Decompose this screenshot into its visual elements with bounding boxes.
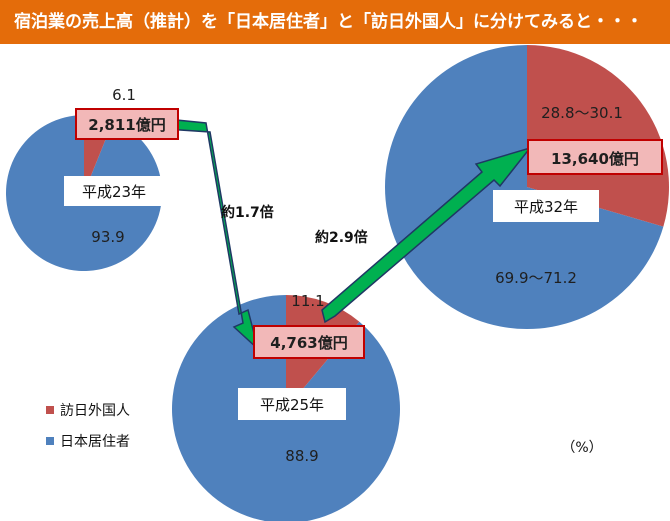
pie-chart-figure: 6.1 93.9 11.1 88.9 28.8〜30.1 69.9〜71.2 2…: [5, 45, 669, 521]
legend-swatch-resident: [46, 437, 54, 445]
pie-h32-foreign-label: 28.8〜30.1: [541, 104, 623, 122]
pie-h25-resident-label: 88.9: [285, 447, 318, 465]
pie-h25-total-box: 4,763億円: [253, 325, 365, 359]
total-box-bg: [253, 325, 365, 359]
pie-h23-foreign-label: 6.1: [112, 86, 136, 104]
pie-h23-year-box: 平成23年: [64, 176, 164, 206]
pie-h32-resident-label: 69.9〜71.2: [495, 269, 577, 287]
legend-swatch-foreign: [46, 406, 54, 414]
pie-h32-total-box: 13,640億円: [527, 139, 663, 175]
pie-h32-year-box: 平成32年: [493, 190, 599, 222]
pie-h23-year: 平成23年: [82, 183, 146, 201]
pie-h32-resident-slice: [384, 45, 664, 329]
pie-h25-foreign-label: 11.1: [291, 292, 324, 310]
pie-h23-resident-label: 93.9: [91, 228, 124, 246]
year-box-bg: [493, 190, 599, 222]
legend-label-resident: 日本居住者: [60, 434, 130, 450]
pie-h32-total: 13,640億円: [551, 150, 639, 168]
pie-h32: [384, 45, 669, 329]
pie-h25-total: 4,763億円: [270, 334, 347, 352]
year-box-bg: [64, 176, 164, 206]
growth-label-1: 約1.7倍: [221, 204, 274, 221]
page-title: 宿泊業の売上高（推計）を「日本居住者」と「訪日外国人」に分けてみると・・・: [0, 0, 670, 44]
year-box-bg: [238, 388, 346, 420]
legend: 訪日外国人 日本居住者: [46, 403, 130, 450]
growth-label-2: 約2.9倍: [315, 229, 368, 246]
legend-label-foreign: 訪日外国人: [60, 403, 130, 419]
total-box-bg: [527, 139, 663, 175]
growth-arrow-1: [165, 118, 260, 352]
pie-h25-year-box: 平成25年: [238, 388, 346, 420]
unit-label: （%）: [561, 440, 602, 456]
pie-h23-total-box: 2,811億円: [75, 108, 179, 140]
pie-h32-year: 平成32年: [514, 198, 578, 216]
pie-h32-foreign-slice: [527, 45, 669, 227]
total-box-bg: [75, 108, 179, 140]
pie-h23-total: 2,811億円: [88, 116, 165, 134]
pie-h25-year: 平成25年: [260, 396, 324, 414]
